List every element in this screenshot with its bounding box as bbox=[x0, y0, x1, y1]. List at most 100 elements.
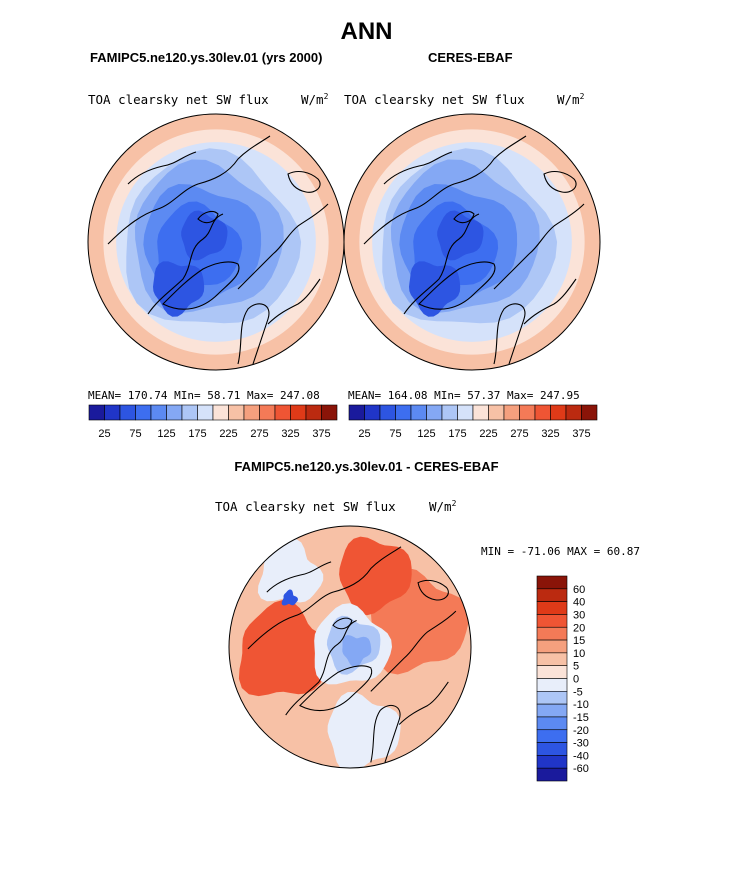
contour-region bbox=[327, 692, 401, 768]
colorbar-tick-label: -10 bbox=[573, 699, 589, 711]
colorbar-swatch bbox=[565, 404, 582, 421]
colorbar-tick-label: 225 bbox=[479, 428, 497, 440]
colorbar-swatch bbox=[536, 575, 568, 590]
colorbar-swatch bbox=[197, 404, 214, 421]
colorbar-tick-label: 5 bbox=[573, 661, 579, 673]
colorbar-swatch bbox=[212, 404, 229, 421]
panel-2-units: W/m2 bbox=[557, 92, 585, 108]
diff-polar-map bbox=[228, 525, 472, 769]
contour-region bbox=[281, 589, 298, 606]
colorbar-swatch bbox=[426, 404, 443, 421]
panel-2-header: CERES-EBAF bbox=[428, 50, 513, 65]
colorbar-tick-label: 30 bbox=[573, 609, 585, 621]
colorbar-tick-label: 225 bbox=[219, 428, 237, 440]
colorbar-tick-label: 75 bbox=[129, 428, 141, 440]
colorbar-swatch bbox=[457, 404, 474, 421]
colorbar-swatch bbox=[135, 404, 152, 421]
colorbar-swatch bbox=[488, 404, 505, 421]
panel-2-colorbar: 25 75 125 175 225 275 325 375 bbox=[348, 404, 598, 440]
panel-1-stats: MEAN= 170.74 MIn= 58.71 Max= 247.08 bbox=[88, 389, 320, 402]
colorbar-tick-label: 175 bbox=[188, 428, 206, 440]
colorbar-swatch bbox=[290, 404, 307, 421]
colorbar-swatch bbox=[536, 652, 568, 666]
colorbar-tick-label: -5 bbox=[573, 686, 583, 698]
colorbar-swatch bbox=[519, 404, 536, 421]
colorbar-tick-label: 375 bbox=[572, 428, 590, 440]
map-boundary bbox=[343, 113, 601, 371]
panel-1-units: W/m2 bbox=[301, 92, 329, 108]
coastlines bbox=[247, 546, 457, 763]
contour-region bbox=[181, 210, 228, 261]
diff-panel-header: FAMIPC5.ne120.ys.30lev.01 - CERES-EBAF bbox=[234, 459, 499, 474]
colorbar-swatch bbox=[150, 404, 167, 421]
colorbar-swatch bbox=[410, 404, 427, 421]
colorbar-swatch bbox=[534, 404, 551, 421]
colorbar-tick-label: 125 bbox=[417, 428, 435, 440]
colorbar-tick-label: 275 bbox=[510, 428, 528, 440]
colorbar-tick-label: 40 bbox=[573, 597, 585, 609]
map-boundary bbox=[228, 525, 472, 769]
colorbar-tick-label: 325 bbox=[541, 428, 559, 440]
panel-2-polar-map bbox=[343, 113, 601, 371]
colorbar-swatch bbox=[536, 691, 568, 705]
colorbar-swatch bbox=[536, 755, 568, 769]
colorbar-tick-label: -60 bbox=[573, 763, 589, 775]
panel-1-polar-map bbox=[87, 113, 345, 371]
panel-1-header: FAMIPC5.ne120.ys.30lev.01 (yrs 2000) bbox=[90, 50, 323, 65]
contour-region bbox=[342, 635, 372, 668]
colorbar-swatch bbox=[550, 404, 567, 421]
colorbar-swatch bbox=[536, 703, 568, 718]
colorbar-tick-label: -40 bbox=[573, 750, 589, 762]
colorbar-swatch bbox=[536, 588, 568, 602]
colorbar-swatch bbox=[536, 639, 568, 654]
colorbar-swatch bbox=[503, 404, 520, 421]
colorbar-swatch bbox=[274, 404, 291, 421]
diff-minmax: MIN = -71.06 MAX = 60.87 bbox=[481, 545, 640, 558]
colorbar-tick-label: 325 bbox=[281, 428, 299, 440]
colorbar-swatch bbox=[243, 404, 260, 421]
colorbar-swatch bbox=[536, 729, 568, 743]
colorbar-swatch bbox=[119, 404, 136, 421]
colorbar-swatch bbox=[259, 404, 276, 421]
colorbar-swatch bbox=[395, 404, 412, 421]
colorbar-tick-label: 20 bbox=[573, 622, 585, 634]
diff-panel-units: W/m2 bbox=[429, 499, 457, 515]
diff-panel-variable: TOA clearsky net SW flux bbox=[215, 499, 396, 514]
colorbar-swatch bbox=[536, 767, 568, 782]
colorbar-tick-label: 125 bbox=[157, 428, 175, 440]
colorbar-tick-label: 15 bbox=[573, 635, 585, 647]
colorbar-tick-label: 375 bbox=[312, 428, 330, 440]
colorbar-swatch bbox=[536, 665, 568, 679]
panel-1-colorbar: 25 75 125 175 225 275 325 375 bbox=[88, 404, 338, 440]
colorbar-swatch bbox=[581, 404, 598, 421]
colorbar-swatch bbox=[348, 404, 365, 421]
colorbar-swatch bbox=[305, 404, 322, 421]
page-title: ANN bbox=[340, 18, 393, 45]
panel-1-variable: TOA clearsky net SW flux bbox=[88, 92, 269, 107]
colorbar-swatch bbox=[536, 742, 568, 756]
panel-2-variable: TOA clearsky net SW flux bbox=[344, 92, 525, 107]
contour-region bbox=[437, 210, 484, 261]
colorbar-tick-label: 60 bbox=[573, 584, 585, 596]
colorbar-swatch bbox=[472, 404, 489, 421]
colorbar-tick-label: 0 bbox=[573, 674, 579, 686]
colorbar-tick-label: 10 bbox=[573, 648, 585, 660]
colorbar-swatch bbox=[104, 404, 121, 421]
colorbar-swatch bbox=[536, 678, 568, 692]
colorbar-tick-label: 75 bbox=[389, 428, 401, 440]
colorbar-swatch bbox=[536, 626, 568, 641]
colorbar-swatch bbox=[536, 601, 568, 615]
colorbar-swatch bbox=[441, 404, 458, 421]
colorbar-swatch bbox=[166, 404, 183, 421]
colorbar-tick-label: 275 bbox=[250, 428, 268, 440]
colorbar-tick-label: 25 bbox=[98, 428, 110, 440]
colorbar-swatch bbox=[228, 404, 245, 421]
colorbar-tick-label: -20 bbox=[573, 725, 589, 737]
coastlines bbox=[107, 135, 329, 365]
colorbar-swatch bbox=[181, 404, 198, 421]
coastlines bbox=[363, 135, 585, 365]
contour-region bbox=[339, 536, 412, 616]
panel-2-stats: MEAN= 164.08 MIn= 57.37 Max= 247.95 bbox=[348, 389, 580, 402]
colorbar-tick-label: 25 bbox=[358, 428, 370, 440]
